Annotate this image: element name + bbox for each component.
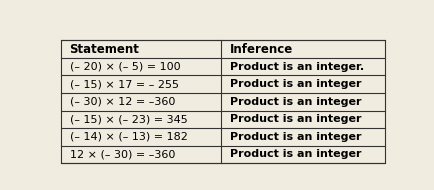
Text: (– 30) × 12 = –360: (– 30) × 12 = –360 <box>69 97 174 107</box>
Bar <box>61 40 384 163</box>
Text: Product is an integer.: Product is an integer. <box>229 62 363 72</box>
Text: (– 20) × (– 5) = 100: (– 20) × (– 5) = 100 <box>69 62 180 72</box>
Text: Inference: Inference <box>229 43 292 56</box>
Text: (– 15) × (– 23) = 345: (– 15) × (– 23) = 345 <box>69 114 187 124</box>
Text: Product is an integer: Product is an integer <box>229 132 360 142</box>
Text: (– 14) × (– 13) = 182: (– 14) × (– 13) = 182 <box>0 189 1 190</box>
Text: 12 × (– 30) = –360: 12 × (– 30) = –360 <box>69 150 174 159</box>
Text: (– 14) × (– 13) = 182: (– 14) × (– 13) = 182 <box>69 132 187 142</box>
Text: Statement: Statement <box>69 43 139 56</box>
Text: 12 × (– 30) =: 12 × (– 30) = <box>0 189 1 190</box>
Text: (– 30) × 12 = –360: (– 30) × 12 = –360 <box>0 189 1 190</box>
Text: 12 × (– 30) = –360: 12 × (– 30) = –360 <box>0 189 1 190</box>
Text: (– 15) × (– 23) =: (– 15) × (– 23) = <box>0 189 1 190</box>
Text: Product is an integer: Product is an integer <box>229 114 360 124</box>
Text: (– 15) × 17 = – 255: (– 15) × 17 = – 255 <box>69 79 178 89</box>
Text: (– 15) × (– 23) = 345: (– 15) × (– 23) = 345 <box>0 189 1 190</box>
Text: (– 30) × 12 =: (– 30) × 12 = <box>0 189 1 190</box>
Text: Product is an integer: Product is an integer <box>229 79 360 89</box>
Text: (– 14) × (– 13) =: (– 14) × (– 13) = <box>0 189 1 190</box>
Text: Product is an integer: Product is an integer <box>229 150 360 159</box>
Text: Product is an integer: Product is an integer <box>229 97 360 107</box>
